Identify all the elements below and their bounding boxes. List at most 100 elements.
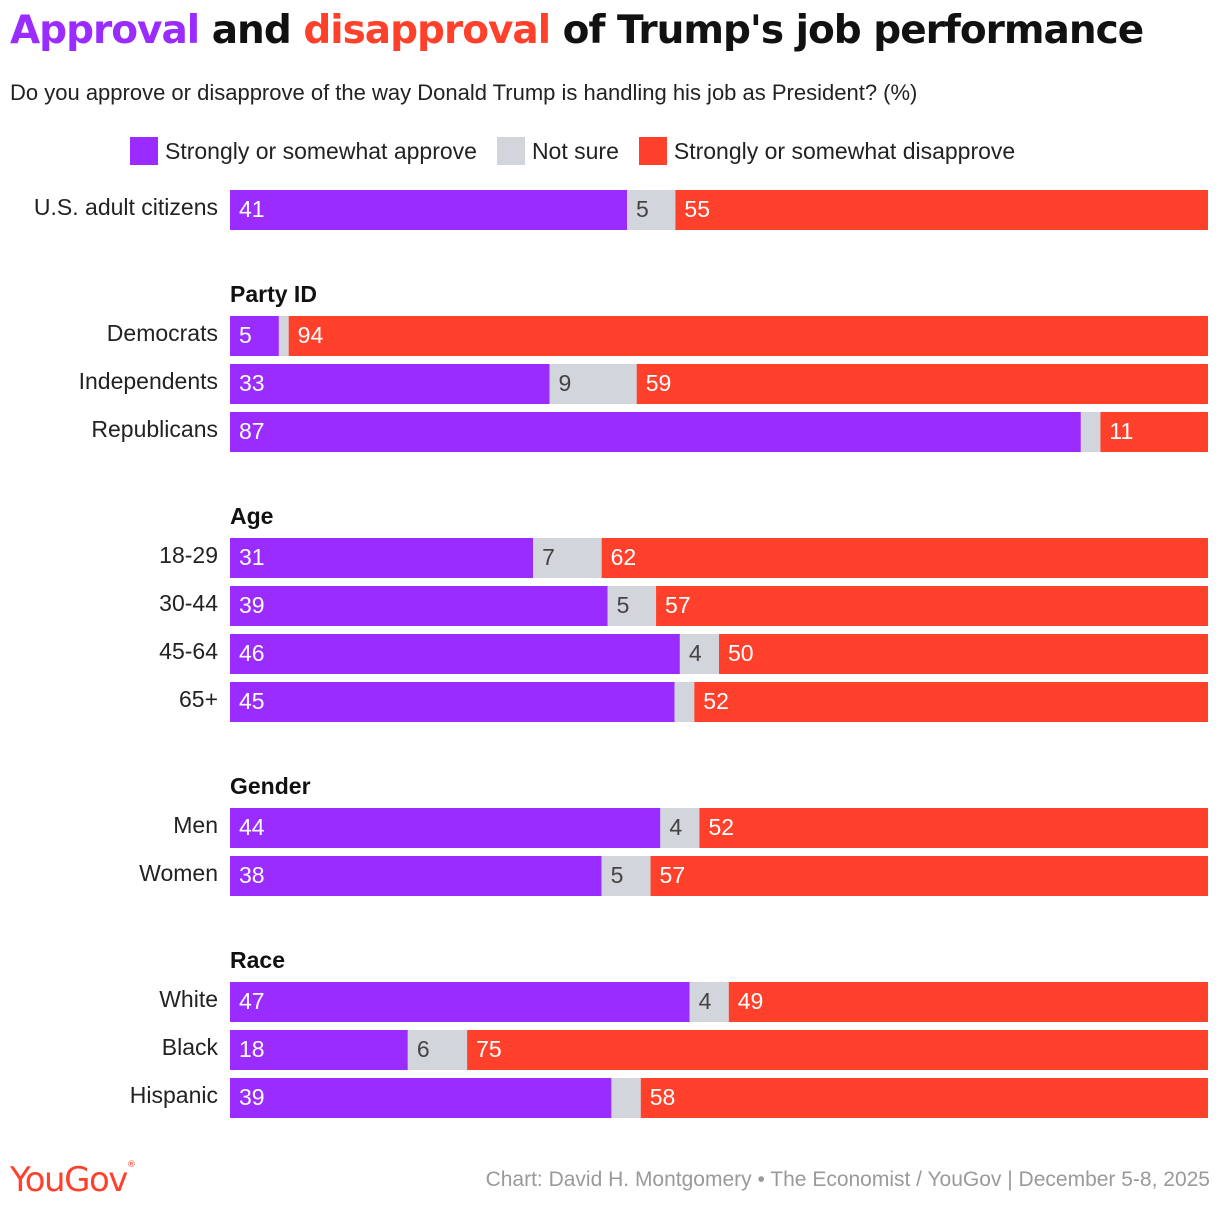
bar-disapprove-women [650, 856, 1208, 896]
row-label-u-s-adult-citizens: U.S. adult citizens [34, 194, 218, 220]
bar-not-sure-independents [549, 364, 637, 404]
bar-label-approve-u-s-adult-citizens: 41 [239, 196, 265, 222]
bar-label-disapprove-republicans: 11 [1109, 418, 1133, 444]
row-label-65: 65+ [179, 686, 218, 712]
legend-swatch-not-sure [496, 137, 525, 165]
bar-approve-18-29 [230, 538, 534, 578]
row-label-republicans: Republicans [91, 416, 218, 442]
bar-disapprove-white [728, 982, 1208, 1022]
group-label-age: Age [230, 503, 273, 529]
bar-not-sure-men [660, 808, 700, 848]
bar-approve-black [230, 1030, 408, 1070]
chart-subtitle: Do you approve or disapprove of the way … [10, 80, 918, 105]
bar-approve-45-64 [230, 634, 680, 674]
legend-item-disapprove: Strongly or somewhat disapprove [638, 137, 1016, 165]
row-label-white: White [159, 986, 218, 1012]
bar-label-disapprove-men: 52 [708, 814, 734, 840]
bar-disapprove-hispanic [640, 1078, 1208, 1118]
legend-item-approve: Strongly or somewhat approve [130, 137, 477, 165]
bar-label-approve-white: 47 [239, 988, 265, 1014]
bar-label-disapprove-65: 52 [703, 688, 729, 714]
bar-label-not-sure-45-64: 4 [689, 640, 702, 666]
legend-swatch-disapprove [638, 137, 667, 165]
legend-item-not-sure: Not sure [496, 137, 619, 165]
title-connector: and [199, 8, 304, 53]
row-label-black: Black [162, 1034, 219, 1060]
row-label-30-44: 30-44 [159, 590, 218, 616]
bar-disapprove-u-s-adult-citizens [675, 190, 1208, 230]
bar-not-sure-18-29 [533, 538, 602, 578]
bar-not-sure-white [689, 982, 729, 1022]
bar-approve-u-s-adult-citizens [230, 190, 628, 230]
bar-not-sure-65 [674, 682, 695, 722]
legend-label-disapprove: Strongly or somewhat disapprove [673, 137, 1016, 164]
bar-disapprove-men [699, 808, 1208, 848]
bar-label-not-sure-women: 5 [611, 862, 624, 888]
bar-approve-men [230, 808, 661, 848]
bar-label-not-sure-independents: 9 [559, 370, 572, 396]
bar-disapprove-45-64 [719, 634, 1208, 674]
bar-not-sure-black [407, 1030, 468, 1070]
row-label-democrats: Democrats [107, 320, 218, 346]
legend-swatch-approve [130, 137, 158, 165]
bar-label-disapprove-45-64: 50 [728, 640, 754, 666]
bar-label-approve-18-29: 31 [239, 544, 265, 570]
bar-label-approve-independents: 33 [239, 370, 265, 396]
bar-label-not-sure-white: 4 [699, 988, 712, 1014]
bar-label-disapprove-white: 49 [738, 988, 764, 1014]
title-approval: Approval [10, 8, 200, 53]
bar-approve-65 [230, 682, 675, 722]
bar-label-disapprove-hispanic: 58 [650, 1084, 676, 1110]
bar-label-not-sure-black: 6 [417, 1036, 430, 1062]
bar-label-approve-women: 38 [239, 862, 265, 888]
bar-approve-30-44 [230, 586, 608, 626]
bar-approve-white [230, 982, 690, 1022]
bar-label-disapprove-black: 75 [476, 1036, 502, 1062]
bar-label-disapprove-independents: 59 [646, 370, 672, 396]
chart-title: Approval and disapproval of Trump's job … [10, 8, 1145, 53]
row-label-independents: Independents [79, 368, 218, 394]
row-label-men: Men [173, 812, 218, 838]
bar-label-approve-democrats: 5 [239, 322, 252, 348]
bar-not-sure-30-44 [607, 586, 657, 626]
bar-disapprove-18-29 [601, 538, 1208, 578]
row-label-women: Women [139, 860, 218, 886]
group-label-party-id: Party ID [230, 281, 317, 307]
bar-label-not-sure-18-29: 7 [542, 544, 555, 570]
bar-disapprove-republicans [1100, 412, 1208, 452]
bar-approve-hispanic [230, 1078, 612, 1118]
bar-disapprove-65 [694, 682, 1208, 722]
bar-approve-women [230, 856, 602, 896]
bar-label-not-sure-30-44: 5 [617, 592, 630, 618]
legend-label-not-sure: Not sure [531, 137, 619, 164]
bar-disapprove-black [467, 1030, 1209, 1070]
bar-not-sure-democrats [278, 316, 289, 356]
bar-label-approve-republicans: 87 [239, 418, 265, 444]
bar-label-approve-65: 45 [239, 688, 265, 714]
bar-not-sure-hispanic [611, 1078, 641, 1118]
bar-disapprove-30-44 [656, 586, 1208, 626]
bar-label-approve-30-44: 39 [239, 592, 265, 618]
bar-label-approve-45-64: 46 [239, 640, 265, 666]
row-label-hispanic: Hispanic [130, 1082, 218, 1108]
bar-label-disapprove-democrats: 94 [298, 322, 324, 348]
row-label-18-29: 18-29 [159, 542, 218, 568]
bar-label-approve-men: 44 [239, 814, 265, 840]
bar-label-approve-hispanic: 39 [239, 1084, 265, 1110]
row-label-45-64: 45-64 [159, 638, 218, 664]
title-rest: of Trump's job performance [550, 8, 1145, 53]
yougov-logo: YouGov® [10, 1160, 136, 1200]
bar-label-disapprove-18-29: 62 [611, 544, 637, 570]
bar-approve-independents [230, 364, 550, 404]
group-label-race: Race [230, 947, 285, 973]
bar-not-sure-45-64 [679, 634, 719, 674]
bar-disapprove-democrats [288, 316, 1208, 356]
bar-label-disapprove-30-44: 57 [665, 592, 691, 618]
legend: Strongly or somewhat approve Not sure St… [130, 136, 1035, 166]
bar-not-sure-republicans [1080, 412, 1101, 452]
bar-label-approve-black: 18 [239, 1036, 265, 1062]
source-credit: Chart: David H. Montgomery • The Economi… [485, 1168, 1210, 1191]
bar-label-disapprove-women: 57 [660, 862, 686, 888]
bar-label-disapprove-u-s-adult-citizens: 55 [684, 196, 710, 222]
